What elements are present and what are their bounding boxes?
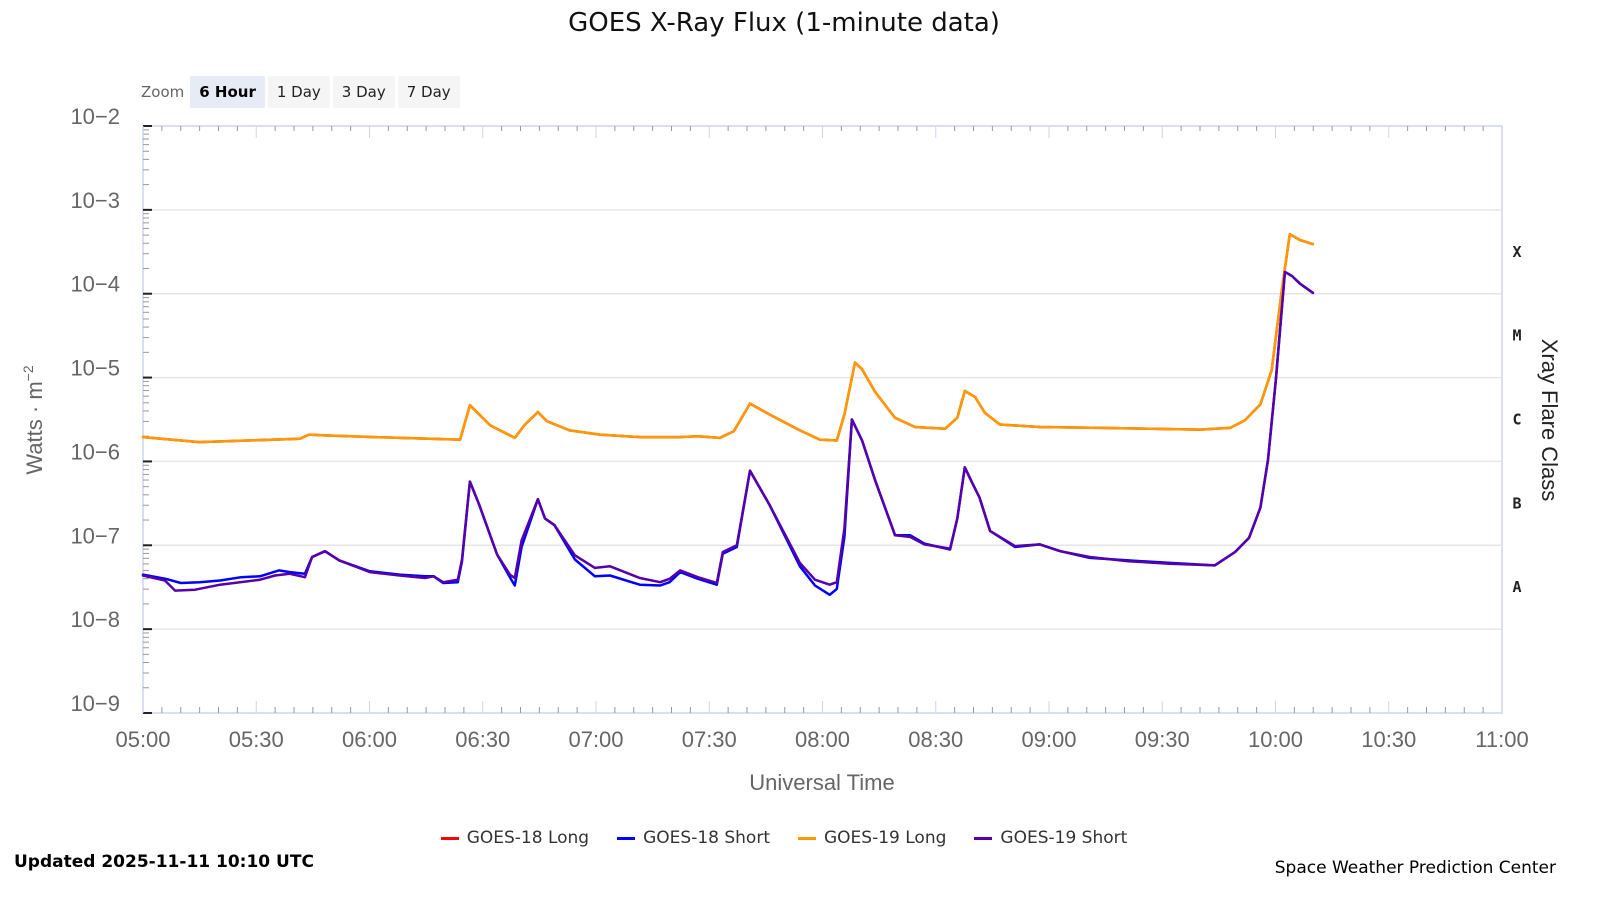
svg-text:M: M	[1512, 327, 1521, 345]
svg-text:10−5: 10−5	[70, 356, 120, 381]
line-swatch-icon	[798, 836, 816, 840]
y2-axis-title: Xray Flare Class	[1537, 339, 1562, 502]
line-swatch-icon	[440, 836, 459, 840]
axis-ticks	[142, 125, 1503, 714]
legend-goes18-long[interactable]: GOES-18 Long	[440, 828, 590, 848]
svg-text:05:30: 05:30	[229, 727, 284, 752]
data-series	[141, 232, 1315, 597]
legend-label: GOES-19 Short	[1000, 828, 1128, 848]
svg-text:10:30: 10:30	[1361, 727, 1416, 752]
svg-text:10−9: 10−9	[70, 691, 120, 716]
svg-text:07:30: 07:30	[682, 727, 737, 752]
svg-text:05:00: 05:00	[115, 727, 170, 752]
grid-lines	[142, 125, 1503, 714]
zoom-3-day-button[interactable]: 3 Day	[332, 76, 395, 108]
updated-timestamp: Updated 2025-11-11 10:10 UTC	[14, 852, 314, 872]
chart-title: GOES X-Ray Flux (1-minute data)	[568, 8, 1000, 38]
legend-goes18-short[interactable]: GOES-18 Short	[617, 828, 770, 848]
svg-text:09:30: 09:30	[1135, 727, 1190, 752]
svg-text:06:00: 06:00	[342, 727, 397, 752]
legend-label: GOES-18 Long	[466, 828, 590, 848]
x-axis-labels: 05:00 05:30 06:00 06:30 07:00 07:30 08:00 08:30…	[115, 727, 1528, 752]
chart-legend: GOES-18 Long GOES-18 Short GOES-19 Long …	[0, 828, 1568, 848]
zoom-label: Zoom	[141, 83, 185, 101]
svg-text:10−3: 10−3	[70, 188, 120, 213]
x-axis-title: Universal Time	[749, 770, 894, 795]
svg-text:09:00: 09:00	[1021, 727, 1076, 752]
legend-label: GOES-19 Long	[824, 828, 947, 848]
line-swatch-icon	[617, 836, 636, 840]
zoom-1-day-button[interactable]: 1 Day	[267, 76, 330, 108]
credit-label: Space Weather Prediction Center	[1274, 858, 1556, 878]
svg-text:A: A	[1512, 578, 1521, 596]
svg-text:C: C	[1512, 411, 1521, 429]
svg-text:10−8: 10−8	[70, 607, 120, 632]
svg-text:10:00: 10:00	[1248, 727, 1303, 752]
svg-text:10−7: 10−7	[70, 523, 120, 548]
svg-text:B: B	[1512, 494, 1521, 512]
line-swatch-icon	[974, 836, 993, 840]
legend-goes19-long[interactable]: GOES-19 Long	[798, 828, 946, 848]
legend-label: GOES-18 Short	[643, 828, 770, 848]
y-axis-labels: 10−2 10−3 10−4 10−5 10−6 10−7 10−8 10−9	[70, 104, 120, 716]
svg-text:07:00: 07:00	[568, 727, 623, 752]
svg-text:10−2: 10−2	[70, 104, 120, 129]
svg-text:11:00: 11:00	[1475, 727, 1528, 752]
zoom-range-selector: Zoom 6 Hour 1 Day 3 Day 7 Day	[141, 76, 463, 108]
svg-text:X: X	[1512, 243, 1521, 261]
flare-class-labels: X M C B A	[1512, 243, 1521, 596]
zoom-7-day-button[interactable]: 7 Day	[397, 76, 460, 108]
svg-text:06:30: 06:30	[455, 727, 510, 752]
svg-text:08:00: 08:00	[795, 727, 850, 752]
svg-text:10−4: 10−4	[70, 272, 120, 297]
svg-text:10−6: 10−6	[70, 439, 120, 464]
svg-text:08:30: 08:30	[908, 727, 963, 752]
legend-goes19-short[interactable]: GOES-19 Short	[974, 828, 1127, 848]
y-axis-title: Watts · m−2	[20, 365, 47, 474]
zoom-6-hour-button[interactable]: 6 Hour	[190, 76, 265, 108]
